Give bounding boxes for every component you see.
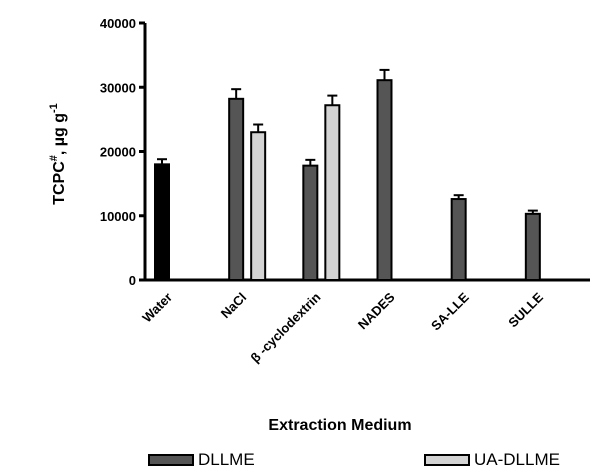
bar-dllme-1 (228, 97, 245, 281)
y-axis-title-main: TCPC (51, 161, 68, 205)
x-tick-label: SA-LLE (428, 289, 472, 333)
legend-swatch-ua-dllme (424, 454, 470, 466)
x-tick-label: β -cyclodextrin (247, 289, 323, 365)
bar-ua-dllme-1 (250, 131, 267, 281)
x-tick-label: NADES (355, 289, 398, 332)
y-tick-label: 30000 (100, 80, 136, 95)
legend: DLLME UA-DLLME (0, 450, 596, 474)
x-tick-label: Water (139, 290, 175, 326)
y-axis-title-unit-sup: -1 (48, 103, 60, 113)
bars (154, 68, 541, 282)
y-axis-title-sup: # (48, 155, 60, 161)
y-tick-label: 0 (129, 273, 136, 288)
bar-dllme-0 (154, 163, 170, 282)
bar-dllme-3 (376, 79, 393, 282)
legend-item-ua-dllme: UA-DLLME (424, 450, 560, 470)
y-axis-title-unit: , µg g (51, 113, 68, 155)
y-axis: 0 10000 20000 30000 40000 (100, 16, 147, 288)
bar-ua-dllme-2 (324, 104, 341, 281)
x-tick-label: SULLE (505, 289, 546, 330)
y-tick-label: 40000 (100, 16, 136, 31)
bar-dllme-5 (524, 212, 541, 281)
legend-item-dllme: DLLME (148, 450, 255, 470)
bar-dllme-4 (450, 198, 467, 281)
x-tick-label: NaCl (218, 290, 250, 322)
y-tick-label: 10000 (100, 209, 136, 224)
legend-label-dllme: DLLME (198, 450, 255, 469)
y-axis-title: TCPC#, µg g-1 (48, 103, 68, 205)
bar-dllme-2 (302, 164, 319, 281)
legend-swatch-dllme (148, 454, 194, 466)
x-axis-title: Extraction Medium (268, 417, 411, 434)
y-tick-label: 20000 (100, 145, 136, 160)
legend-label-ua-dllme: UA-DLLME (474, 450, 560, 469)
